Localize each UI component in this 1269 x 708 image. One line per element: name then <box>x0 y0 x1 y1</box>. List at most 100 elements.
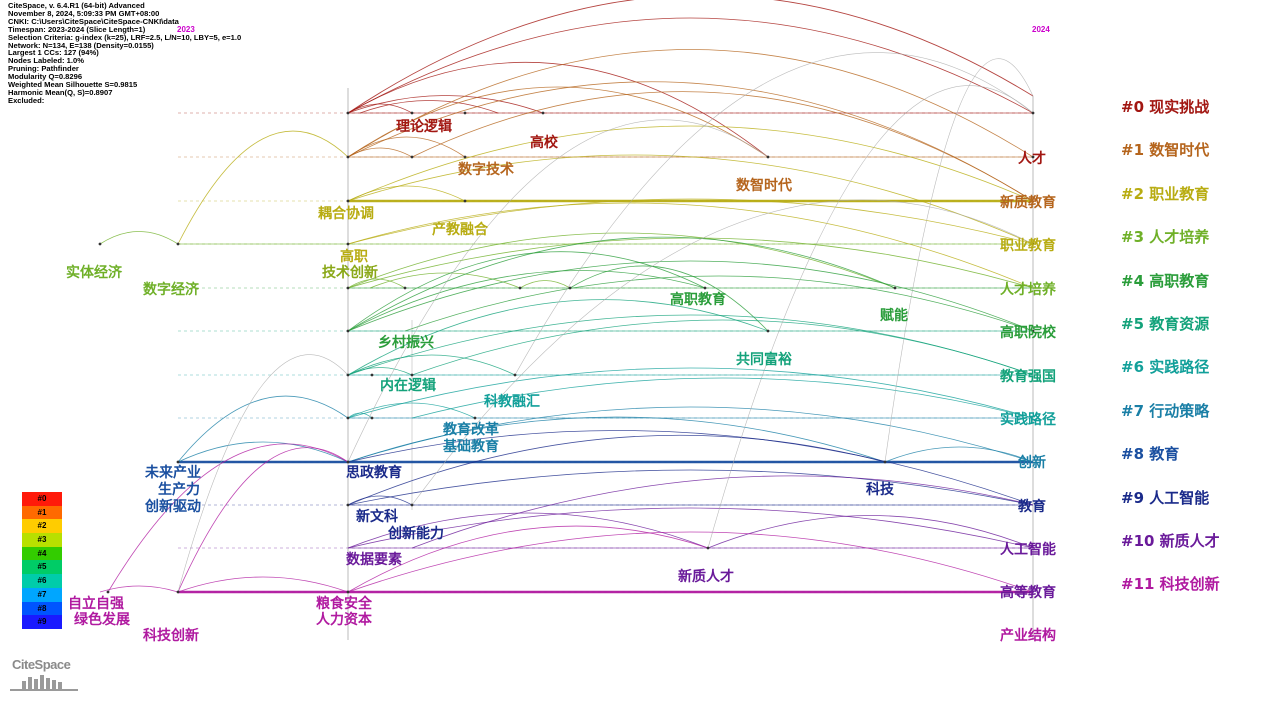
link-arc <box>347 469 1034 506</box>
link-arc <box>347 367 413 376</box>
keyword-node <box>106 590 110 594</box>
cluster-legend-item: #5 教育资源 <box>1121 314 1210 333</box>
keyword-node <box>370 416 374 420</box>
keyword-label: 科教融汇 <box>484 393 540 410</box>
link-arc <box>347 495 413 506</box>
keyword-node <box>346 111 350 115</box>
keyword-node <box>370 373 374 377</box>
keyword-label: 新质人才 <box>678 568 734 585</box>
citespace-logo: CiteSpace <box>8 657 84 693</box>
link-arc <box>347 512 709 549</box>
info-line: Pruning: Pathfinder <box>8 64 79 74</box>
cluster-legend-item: #7 行动策略 <box>1121 401 1210 420</box>
color-bar-cell: #1 <box>22 505 62 520</box>
color-bar-cell: #5 <box>22 560 62 575</box>
logo-text: CiteSpace <box>12 657 71 672</box>
link-arc <box>347 61 769 158</box>
keyword-label: 人工智能 <box>1000 541 1056 558</box>
link-arc <box>347 202 1034 289</box>
keyword-label: 教育改革 <box>443 421 499 438</box>
cluster-legend-item: #4 高职教育 <box>1121 271 1210 290</box>
link-arc <box>177 447 349 593</box>
keyword-node <box>346 460 350 464</box>
keyword-label: 高职 <box>340 248 368 265</box>
link-arc <box>107 443 349 593</box>
keyword-label: 新文科 <box>356 508 398 525</box>
keyword-label: 新质教育 <box>1000 194 1056 211</box>
keyword-label: 教育强国 <box>1000 368 1056 385</box>
keyword-label: 科技创新 <box>143 627 199 644</box>
link-arc <box>347 402 476 419</box>
link-arc <box>347 81 1034 202</box>
link-arc <box>347 354 516 376</box>
cluster-legend-item: #10 新质人才 <box>1121 531 1220 550</box>
link-arc <box>347 278 406 289</box>
link-arc <box>359 100 499 114</box>
keyword-node <box>766 155 770 159</box>
cluster-legend-item: #1 数智时代 <box>1121 141 1210 160</box>
info-line: Timespan: 2023-2024 (Slice Length=1) <box>8 24 146 34</box>
link-arc <box>519 280 571 289</box>
keyword-label: 人才 <box>1018 150 1046 167</box>
link-arc <box>569 265 769 332</box>
link-arc <box>347 136 466 158</box>
info-line: Weighted Mean Silhouette S=0.9815 <box>8 80 138 90</box>
keyword-node <box>410 373 414 377</box>
color-bar-cell: #4 <box>22 546 62 561</box>
info-line: Nodes Labeled: 1.0% <box>8 56 84 66</box>
link-arc <box>347 507 1034 549</box>
info-line: Excluded: <box>8 95 45 105</box>
info-line: Modularity Q=0.8296 <box>8 72 83 82</box>
cluster-legend-item: #3 人才培养 <box>1121 228 1210 247</box>
keyword-label: 高校 <box>530 134 559 151</box>
info-line: CNKI: C:\Users\CiteSpace\CiteSpace-CNKI\… <box>8 16 179 26</box>
keyword-label: 数据要素 <box>346 551 402 568</box>
year-label-2023: 2023 <box>177 25 195 34</box>
keyword-label: 基础教育 <box>443 438 499 455</box>
network-info-panel: CiteSpace, v. 6.4.R1 (64-bit) Advanced N… <box>8 2 241 105</box>
link-arc <box>411 475 1034 549</box>
year-label-2024: 2024 <box>1032 25 1050 34</box>
link-arc <box>347 0 1034 114</box>
info-line: Network: N=134, E=138 (Density=0.0155) <box>8 40 154 50</box>
keyword-node <box>1031 329 1035 333</box>
link-arc <box>347 185 466 202</box>
keyword-node <box>766 329 770 333</box>
link-arc <box>347 251 706 332</box>
keyword-label: 高等教育 <box>1000 584 1056 601</box>
color-bar-cell: #9 <box>22 615 62 629</box>
keyword-node <box>346 155 350 159</box>
keyword-node <box>176 460 180 464</box>
keyword-node <box>346 199 350 203</box>
link-arc <box>347 154 1034 245</box>
cluster-legend: #0 现实挑战 #1 数智时代 #2 职业教育 #3 人才培养 #4 高职教育 #5 教育… <box>1121 95 1261 616</box>
link-arc <box>347 198 1034 245</box>
info-line: Selection Criteria: g-index (k=25), LRF=… <box>8 32 242 42</box>
keyword-node <box>473 416 477 420</box>
link-arc <box>347 299 769 376</box>
keyword-label: 数智时代 <box>736 177 792 194</box>
link-arc <box>411 91 1034 202</box>
keyword-node <box>703 286 707 290</box>
keyword-label: 实体经济 <box>66 264 123 281</box>
link-arc <box>99 585 179 593</box>
keyword-node <box>513 373 517 377</box>
link-arc <box>177 130 349 245</box>
keyword-label: 未来产业 <box>145 464 201 481</box>
keyword-label: 绿色发展 <box>74 611 130 628</box>
keyword-node <box>410 503 414 507</box>
color-bar-cell: #3 <box>22 533 62 547</box>
link-arc <box>404 275 1034 332</box>
link-arc <box>347 525 709 593</box>
keyword-label: 教育 <box>1018 498 1046 515</box>
keyword-label: 职业教育 <box>1000 237 1056 254</box>
keyword-node <box>1031 155 1035 159</box>
info-line: November 8, 2024, 5:09:33 PM GMT+08:00 <box>8 8 160 18</box>
keyword-node <box>463 155 467 159</box>
link-arc <box>411 319 1034 376</box>
keyword-node <box>463 199 467 203</box>
link-arc <box>347 434 886 506</box>
link-arc <box>347 416 886 463</box>
keyword-label: 高职教育 <box>670 291 726 308</box>
